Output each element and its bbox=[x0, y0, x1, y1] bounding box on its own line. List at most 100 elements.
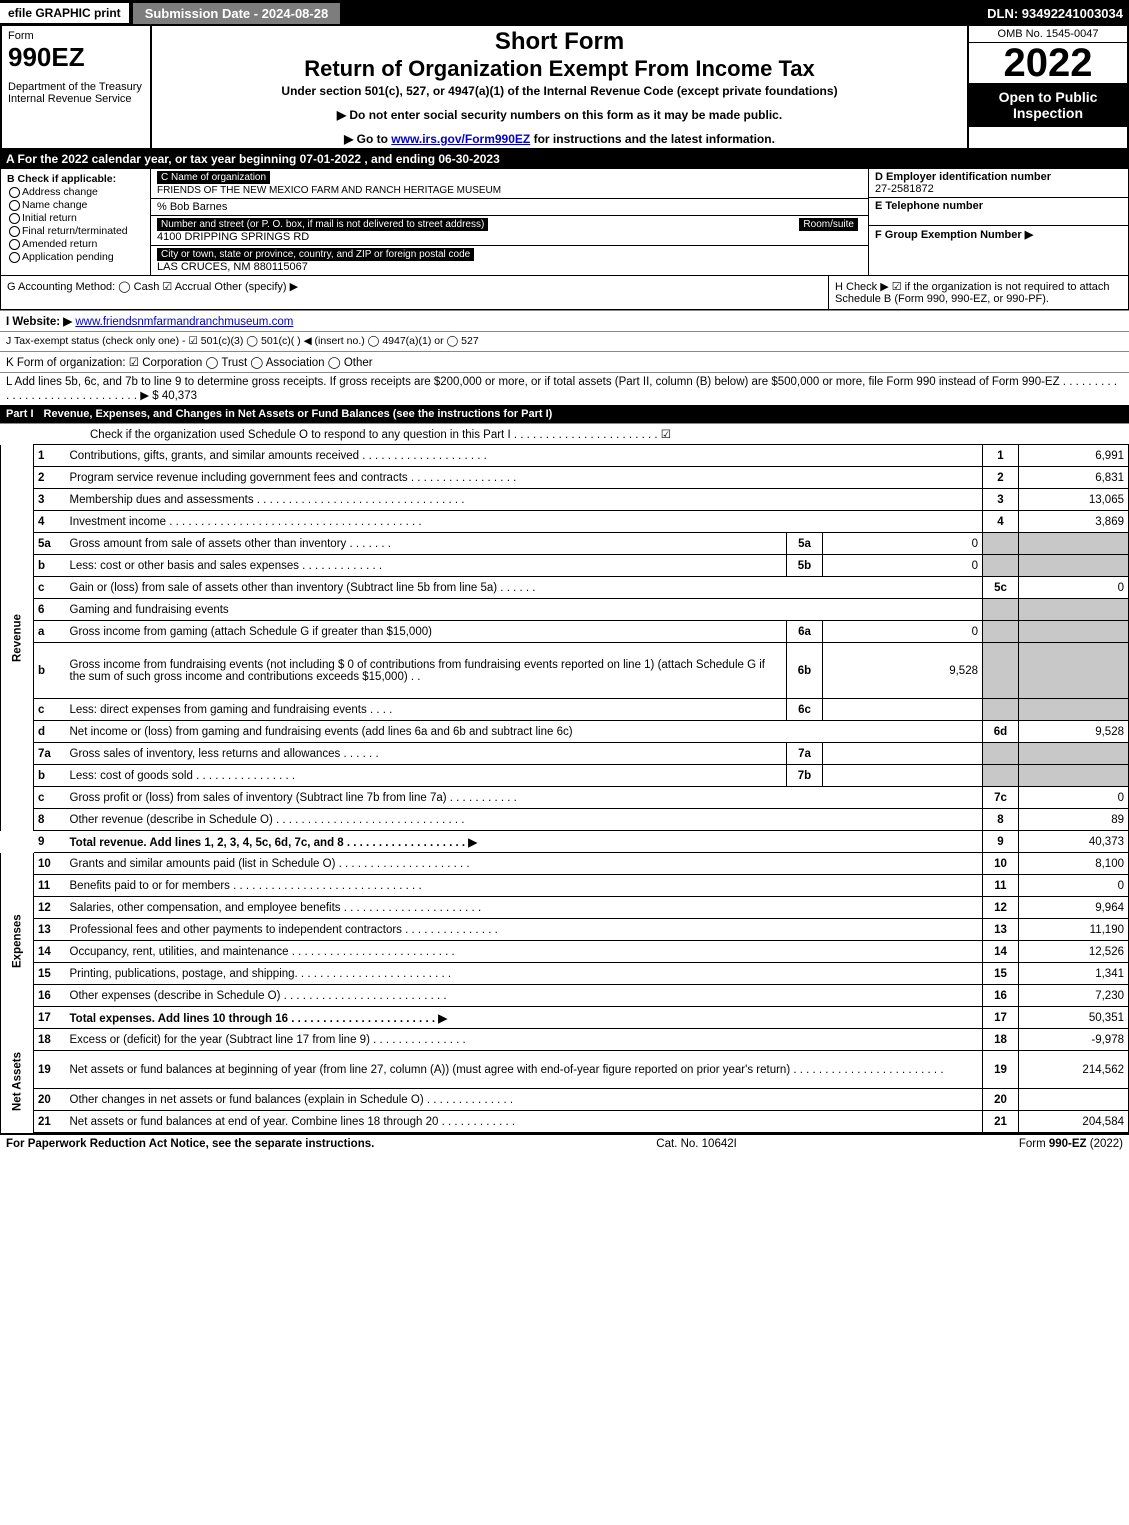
r2-v: 6,831 bbox=[1019, 467, 1129, 489]
footer: For Paperwork Reduction Act Notice, see … bbox=[0, 1133, 1129, 1153]
r15-v: 1,341 bbox=[1019, 963, 1129, 985]
form-number: 990EZ bbox=[8, 42, 144, 73]
section-def: D Employer identification number27-25818… bbox=[868, 169, 1128, 275]
r6d-d: Net income or (loss) from gaming and fun… bbox=[66, 721, 983, 743]
r8-v: 89 bbox=[1019, 809, 1129, 831]
street-label: Number and street (or P. O. box, if mail… bbox=[157, 218, 488, 231]
goto-note: ▶ Go to www.irs.gov/Form990EZ for instru… bbox=[160, 132, 959, 146]
section-bcdef: B Check if applicable: Address change Na… bbox=[0, 168, 1129, 276]
r6a-n: a bbox=[34, 621, 66, 643]
footer-left: For Paperwork Reduction Act Notice, see … bbox=[6, 1138, 374, 1150]
r1-d: Contributions, gifts, grants, and simila… bbox=[66, 445, 983, 467]
chk-address[interactable]: Address change bbox=[7, 186, 144, 198]
r13-d: Professional fees and other payments to … bbox=[66, 919, 983, 941]
website-link[interactable]: www.friendsnmfarmandranchmuseum.com bbox=[75, 316, 293, 328]
r1-l: 1 bbox=[983, 445, 1019, 467]
chk-initial[interactable]: Initial return bbox=[7, 212, 144, 224]
r6b-sv: 9,528 bbox=[823, 643, 983, 699]
r6-d: Gaming and fundraising events bbox=[66, 599, 983, 621]
short-form: Short Form bbox=[160, 28, 959, 56]
r2-n: 2 bbox=[34, 467, 66, 489]
e-label: E Telephone number bbox=[875, 200, 983, 212]
form-title: Return of Organization Exempt From Incom… bbox=[160, 56, 959, 82]
r6c-sh2 bbox=[1019, 699, 1129, 721]
r6d-v: 9,528 bbox=[1019, 721, 1129, 743]
r7c-d: Gross profit or (loss) from sales of inv… bbox=[66, 787, 983, 809]
r5b-sl: 5b bbox=[787, 555, 823, 577]
part1-table: Revenue 1Contributions, gifts, grants, a… bbox=[0, 444, 1129, 1133]
side-revenue: Revenue bbox=[1, 445, 34, 831]
r4-d: Investment income . . . . . . . . . . . … bbox=[66, 511, 983, 533]
r16-v: 7,230 bbox=[1019, 985, 1129, 1007]
r6-n: 6 bbox=[34, 599, 66, 621]
r12-v: 9,964 bbox=[1019, 897, 1129, 919]
r9-n: 9 bbox=[34, 831, 66, 853]
r6b-sl: 6b bbox=[787, 643, 823, 699]
r5b-sh1 bbox=[983, 555, 1019, 577]
dln: DLN: 93492241003034 bbox=[987, 6, 1129, 21]
chk-final[interactable]: Final return/terminated bbox=[7, 225, 144, 237]
r5a-d: Gross amount from sale of assets other t… bbox=[66, 533, 787, 555]
r13-n: 13 bbox=[34, 919, 66, 941]
section-b: B Check if applicable: Address change Na… bbox=[1, 169, 151, 275]
room-label: Room/suite bbox=[799, 218, 858, 231]
r10-n: 10 bbox=[34, 853, 66, 875]
r3-d: Membership dues and assessments . . . . … bbox=[66, 489, 983, 511]
r6b-sh1 bbox=[983, 643, 1019, 699]
r20-n: 20 bbox=[34, 1089, 66, 1111]
form-label: Form bbox=[8, 30, 144, 42]
r9-d: Total revenue. Add lines 1, 2, 3, 4, 5c,… bbox=[66, 831, 983, 853]
r18-v: -9,978 bbox=[1019, 1029, 1129, 1051]
r1-v: 6,991 bbox=[1019, 445, 1129, 467]
r5c-v: 0 bbox=[1019, 577, 1129, 599]
goto-post: for instructions and the latest informat… bbox=[530, 132, 775, 146]
r2-d: Program service revenue including govern… bbox=[66, 467, 983, 489]
r19-n: 19 bbox=[34, 1051, 66, 1089]
part1-check: Check if the organization used Schedule … bbox=[0, 423, 1129, 444]
efile-label[interactable]: efile GRAPHIC print bbox=[0, 3, 129, 23]
ein: 27-2581872 bbox=[875, 183, 934, 195]
b-label: B Check if applicable: bbox=[7, 173, 144, 185]
r14-n: 14 bbox=[34, 941, 66, 963]
header-mid: Short Form Return of Organization Exempt… bbox=[152, 26, 967, 148]
goto-pre: ▶ Go to bbox=[344, 132, 391, 146]
section-i: I Website: ▶ www.friendsnmfarmandranchmu… bbox=[0, 310, 1129, 331]
r7a-sv bbox=[823, 743, 983, 765]
header-left: Form 990EZ Department of the Treasury In… bbox=[2, 26, 152, 148]
r6a-sv: 0 bbox=[823, 621, 983, 643]
r12-n: 12 bbox=[34, 897, 66, 919]
r7a-sh1 bbox=[983, 743, 1019, 765]
r17-l: 17 bbox=[983, 1007, 1019, 1029]
r3-n: 3 bbox=[34, 489, 66, 511]
form-header: Form 990EZ Department of the Treasury In… bbox=[0, 26, 1129, 150]
d-label: D Employer identification number bbox=[875, 171, 1051, 183]
r5c-n: c bbox=[34, 577, 66, 599]
chk-name[interactable]: Name change bbox=[7, 199, 144, 211]
r6-sh1 bbox=[983, 599, 1019, 621]
website-label: I Website: ▶ bbox=[6, 316, 72, 328]
chk-amended[interactable]: Amended return bbox=[7, 238, 144, 250]
form-subtitle: Under section 501(c), 527, or 4947(a)(1)… bbox=[160, 84, 959, 98]
r11-d: Benefits paid to or for members . . . . … bbox=[66, 875, 983, 897]
r6a-sl: 6a bbox=[787, 621, 823, 643]
r6b-n: b bbox=[34, 643, 66, 699]
r7a-n: 7a bbox=[34, 743, 66, 765]
r4-n: 4 bbox=[34, 511, 66, 533]
r10-d: Grants and similar amounts paid (list in… bbox=[66, 853, 983, 875]
section-h: H Check ▶ ☑ if the organization is not r… bbox=[828, 276, 1128, 309]
irs-link[interactable]: www.irs.gov/Form990EZ bbox=[391, 132, 530, 146]
r15-l: 15 bbox=[983, 963, 1019, 985]
r6b-d: Gross income from fundraising events (no… bbox=[66, 643, 787, 699]
r16-n: 16 bbox=[34, 985, 66, 1007]
r5b-n: b bbox=[34, 555, 66, 577]
r14-d: Occupancy, rent, utilities, and maintena… bbox=[66, 941, 983, 963]
r5c-d: Gain or (loss) from sale of assets other… bbox=[66, 577, 983, 599]
submission-date: Submission Date - 2024-08-28 bbox=[133, 3, 341, 24]
r19-l: 19 bbox=[983, 1051, 1019, 1089]
r20-v bbox=[1019, 1089, 1129, 1111]
part1-header: Part I Revenue, Expenses, and Changes in… bbox=[0, 405, 1129, 423]
chk-pending[interactable]: Application pending bbox=[7, 251, 144, 263]
r4-l: 4 bbox=[983, 511, 1019, 533]
r18-l: 18 bbox=[983, 1029, 1019, 1051]
section-k: K Form of organization: ☑ Corporation ◯ … bbox=[0, 351, 1129, 372]
